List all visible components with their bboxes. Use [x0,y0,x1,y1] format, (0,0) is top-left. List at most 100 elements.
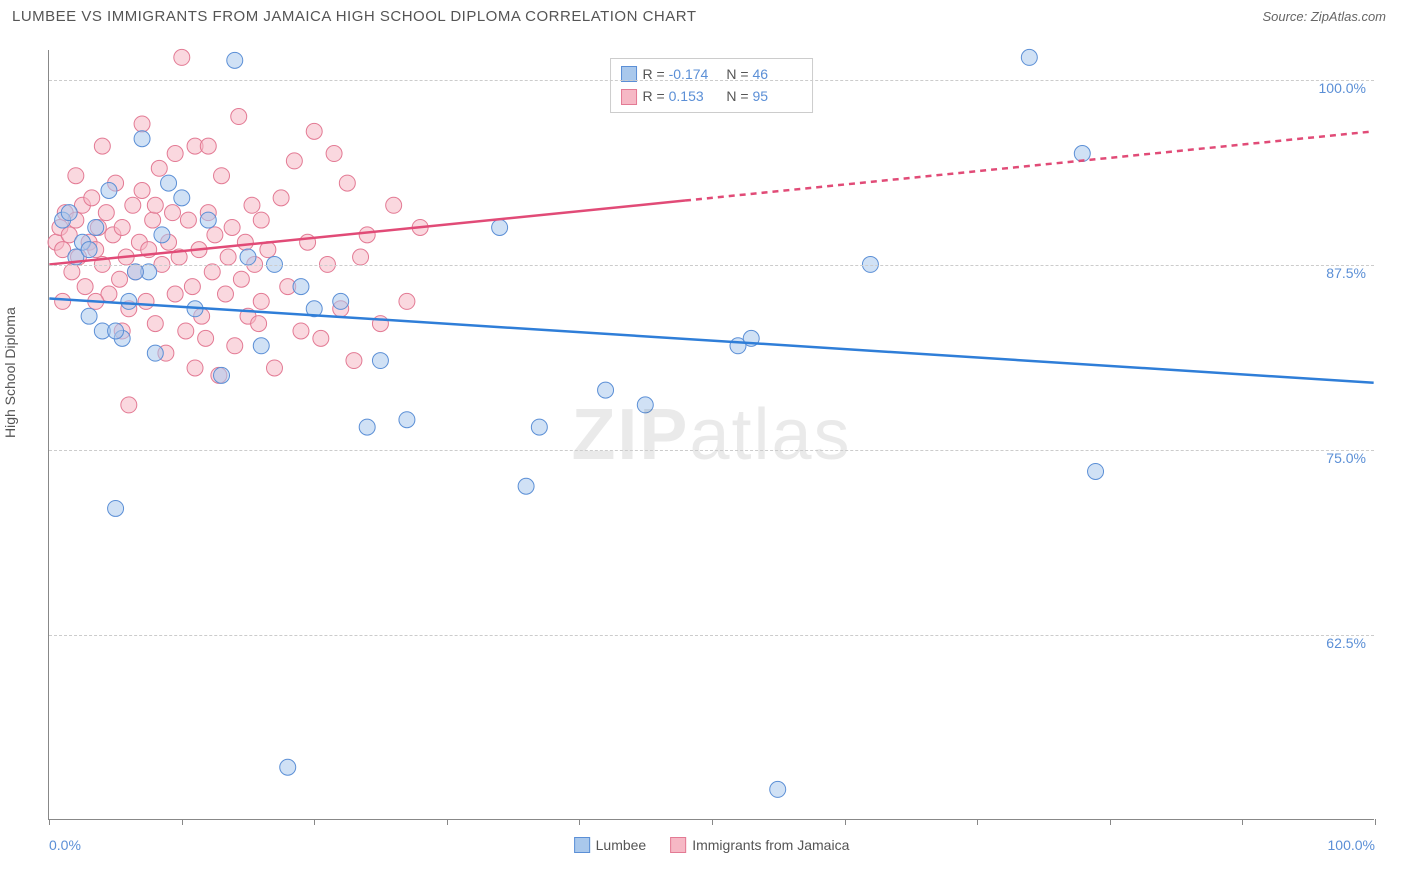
data-point [359,419,375,435]
data-point [266,360,282,376]
grid-line [49,80,1374,81]
data-point [108,323,124,339]
x-tick [712,819,713,825]
data-point [306,123,322,139]
legend-item: Immigrants from Jamaica [670,837,849,853]
legend-label: Immigrants from Jamaica [692,837,849,853]
data-point [187,360,203,376]
data-point [293,323,309,339]
data-point [55,293,71,309]
correlation-legend-row: R = -0.174 N = 46 [621,63,803,85]
data-point [84,190,100,206]
data-point [121,397,137,413]
data-point [161,175,177,191]
data-point [147,197,163,213]
correlation-legend: R = -0.174 N = 46 R = 0.153 N = 95 [610,58,814,113]
data-point [134,183,150,199]
data-point [399,293,415,309]
data-point [61,205,77,221]
data-point [198,330,214,346]
data-point [81,242,97,258]
data-point [1021,49,1037,65]
trend-line [685,131,1374,200]
legend-label: Lumbee [596,837,647,853]
y-axis-label: High School Diploma [2,307,18,438]
y-tick-label: 87.5% [1326,265,1366,281]
data-point [184,279,200,295]
data-point [81,308,97,324]
data-point [326,146,342,162]
data-point [1088,463,1104,479]
data-point [174,190,190,206]
legend-swatch [670,837,686,853]
legend-swatch [621,89,637,105]
data-point [273,190,289,206]
x-tick [579,819,580,825]
data-point [204,264,220,280]
data-point [101,183,117,199]
data-point [518,478,534,494]
data-point [200,138,216,154]
data-point [313,330,329,346]
data-point [399,412,415,428]
data-point [231,109,247,125]
data-point [178,323,194,339]
data-point [220,249,236,265]
data-point [637,397,653,413]
data-point [200,212,216,228]
data-point [147,316,163,332]
data-point [253,212,269,228]
data-point [127,264,143,280]
x-tick [977,819,978,825]
grid-line [49,265,1374,266]
data-point [227,52,243,68]
data-point [598,382,614,398]
trend-line [49,298,1373,382]
data-point [339,175,355,191]
data-point [1074,146,1090,162]
data-point [88,219,104,235]
data-point [174,49,190,65]
data-point [114,219,130,235]
data-point [125,197,141,213]
data-point [145,212,161,228]
data-point [253,293,269,309]
data-point [233,271,249,287]
x-tick [49,819,50,825]
x-tick [1242,819,1243,825]
data-point [253,338,269,354]
chart-title: LUMBEE VS IMMIGRANTS FROM JAMAICA HIGH S… [12,8,696,25]
data-point [134,116,150,132]
data-point [218,286,234,302]
correlation-legend-row: R = 0.153 N = 95 [621,85,803,107]
data-point [121,293,137,309]
data-point [180,212,196,228]
data-point [251,316,267,332]
legend-swatch [574,837,590,853]
grid-line [49,635,1374,636]
data-point [112,271,128,287]
data-point [353,249,369,265]
y-tick-label: 100.0% [1319,80,1366,96]
y-tick-label: 62.5% [1326,635,1366,651]
data-point [167,286,183,302]
data-point [770,781,786,797]
data-point [167,146,183,162]
data-point [492,219,508,235]
data-point [98,205,114,221]
data-point [64,264,80,280]
data-point [386,197,402,213]
chart-source: Source: ZipAtlas.com [1262,9,1386,24]
x-tick-label: 100.0% [1328,837,1375,853]
data-point [244,197,260,213]
data-point [214,367,230,383]
data-point [154,227,170,243]
data-point [359,227,375,243]
data-point [165,205,181,221]
x-tick [447,819,448,825]
x-tick-label: 0.0% [49,837,81,853]
legend-item: Lumbee [574,837,647,853]
data-point [333,293,349,309]
data-point [240,249,256,265]
data-point [151,160,167,176]
